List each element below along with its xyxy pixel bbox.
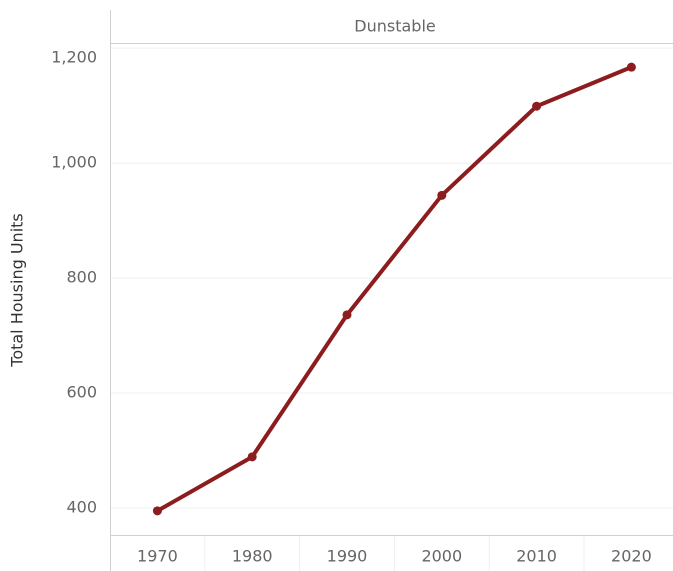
x-tick-label: 2010: [516, 547, 557, 566]
point: [152, 506, 162, 516]
point: [342, 310, 352, 320]
y-tick-label: 1,200: [51, 48, 97, 67]
y-tick-label: 1,000: [51, 153, 97, 172]
y-tick-label: 600: [66, 383, 97, 402]
x-tick-label: 1990: [327, 547, 368, 566]
panel-header: Dunstable: [354, 17, 435, 36]
point: [437, 190, 447, 200]
x-tick-label: 1980: [232, 547, 273, 566]
point: [247, 452, 257, 462]
y-axis-label: Total Housing Units: [8, 213, 27, 367]
point: [626, 62, 636, 72]
x-tick-label: 2000: [421, 547, 462, 566]
y-tick-label: 800: [66, 268, 97, 287]
point: [532, 101, 542, 111]
x-tick-label: 2020: [611, 547, 652, 566]
y-tick-label: 400: [66, 497, 97, 516]
x-tick-label: 1970: [137, 547, 178, 566]
line: [155, 65, 634, 513]
